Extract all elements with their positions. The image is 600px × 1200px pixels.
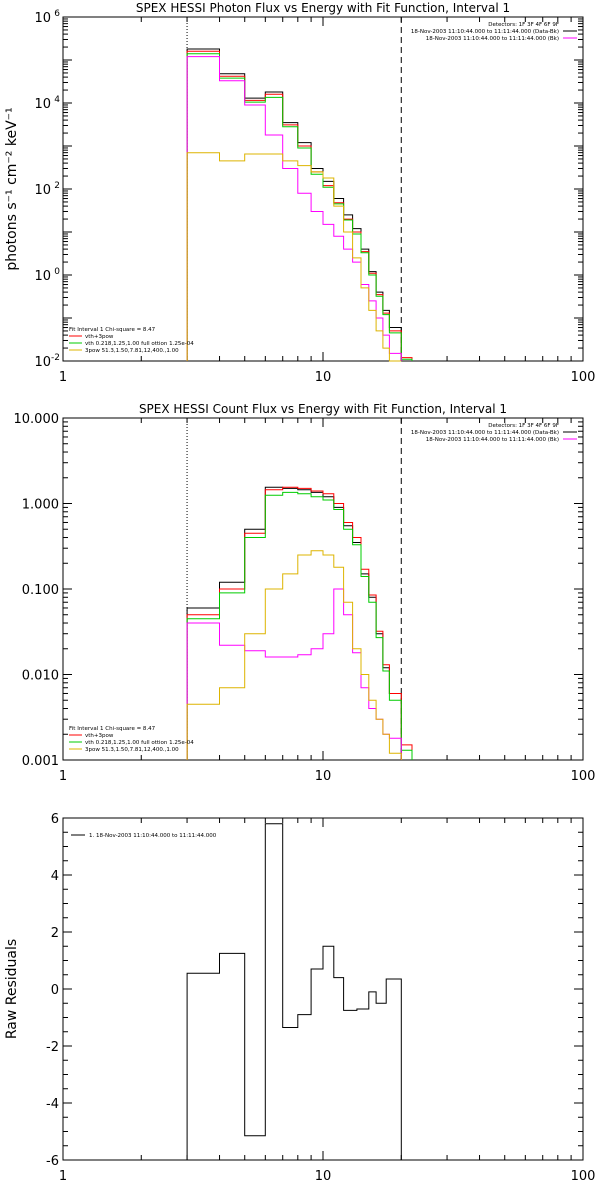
y-tick-exponent: 2 bbox=[54, 181, 60, 191]
y-tick-exponent: 6 bbox=[54, 9, 60, 19]
series-1-line bbox=[186, 823, 402, 1160]
x-tick-label: 1 bbox=[59, 769, 67, 784]
y-axis-label: photons s⁻¹ cm⁻² keV⁻¹ bbox=[4, 107, 20, 270]
legend-bottom-entry: 3pow 51.3,1.50,7.81,12,400.,1.00 bbox=[85, 747, 179, 753]
series-2-line bbox=[186, 486, 413, 760]
y-tick-label: 0.010 bbox=[22, 669, 59, 684]
legend-top-entry: 18-Nov-2003 11:10:44.000 to 11:11:44.000… bbox=[426, 437, 559, 443]
y-tick-label: 6 bbox=[51, 812, 59, 827]
x-tick-label: 100 bbox=[571, 370, 596, 385]
y-tick-label: 10 bbox=[34, 183, 51, 198]
series-1-line bbox=[186, 48, 402, 361]
chart-title: SPEX HESSI Count Flux vs Energy with Fit… bbox=[139, 402, 507, 416]
x-tick-label: 10 bbox=[315, 769, 332, 784]
series-5-line bbox=[186, 550, 402, 760]
x-tick-label: 1 bbox=[59, 370, 67, 385]
y-tick-exponent: -2 bbox=[51, 353, 60, 363]
legend-top-entry: 18-Nov-2003 11:10:44.000 to 11:11:44.000… bbox=[426, 36, 559, 42]
panel-2: 1 10 100 0.001 0.010 0.100 1.000 10.000 SPEX HES… bbox=[14, 402, 596, 784]
plot-frame bbox=[62, 417, 584, 761]
y-tick-label: 10 bbox=[34, 97, 51, 112]
series-4-line bbox=[186, 56, 402, 361]
legend-bottom-entry: vth 0.218,1.25,1.00 full ottion 1.25e-04 bbox=[85, 341, 194, 347]
legend-top-entry: 18-Nov-2003 11:10:44.000 to 11:11:44.000… bbox=[411, 430, 559, 436]
series-3-line bbox=[186, 491, 413, 760]
y-tick-label: 0.100 bbox=[22, 583, 59, 598]
y-axis-label: Raw Residuals bbox=[4, 939, 20, 1039]
legend-bottom-entry: vth 0.218,1.25,1.00 full ottion 1.25e-04 bbox=[85, 740, 194, 746]
x-tick-label: 10 bbox=[315, 370, 332, 385]
plot-frame bbox=[62, 16, 584, 362]
series-5-line bbox=[186, 152, 402, 362]
y-tick-label: 0 bbox=[51, 983, 59, 998]
y-tick-label: -4 bbox=[46, 1097, 59, 1112]
y-tick-label: 10.000 bbox=[14, 412, 60, 427]
y-tick-label: 10 bbox=[34, 11, 51, 26]
y-tick-label: 2 bbox=[51, 926, 59, 941]
x-tick-label: 1 bbox=[59, 1169, 67, 1184]
legend-bottom-entry: Fit Interval 1 Chi-square = 8.47 bbox=[69, 726, 156, 732]
plot-frame bbox=[62, 817, 584, 1161]
y-tick-label: -6 bbox=[46, 1154, 59, 1169]
series-3-line bbox=[186, 53, 413, 361]
x-tick-label: 10 bbox=[315, 1169, 332, 1184]
y-tick-label: 1.000 bbox=[22, 498, 59, 513]
panel-3: 1 10 100 -6 -4 -2 0 2 4 6 Raw Residuals 1. 18-Nov-2… bbox=[4, 812, 595, 1184]
legend-bottom-entry: vth+3pow bbox=[85, 733, 114, 739]
y-tick-label: 4 bbox=[51, 869, 59, 884]
series-2-line bbox=[186, 50, 413, 361]
legend-bottom-entry: vth+3pow bbox=[85, 334, 114, 340]
x-tick-label: 100 bbox=[571, 1169, 596, 1184]
y-tick-label: 10 bbox=[34, 269, 51, 284]
legend-top-entry: 18-Nov-2003 11:10:44.000 to 11:11:44.000… bbox=[411, 29, 559, 35]
x-tick-label: 100 bbox=[571, 769, 596, 784]
legend-bottom-entry: Fit Interval 1 Chi-square = 8.47 bbox=[69, 327, 156, 333]
legend-top-entry: Detectors: 1F 3F 4F 6F 9F bbox=[488, 22, 559, 28]
legend-top-entry: 1. 18-Nov-2003 11:10:44.000 to 11:11:44.… bbox=[89, 833, 217, 839]
y-tick-label: 10 bbox=[34, 355, 51, 370]
y-tick-exponent: 0 bbox=[54, 267, 60, 277]
legend-top-entry: Detectors: 1F 3F 4F 6F 9F bbox=[488, 423, 559, 429]
y-tick-label: 0.001 bbox=[22, 754, 59, 769]
legend-bottom-entry: 3pow 51.3,1.50,7.81,12,400.,1.00 bbox=[85, 348, 179, 354]
chart-title: SPEX HESSI Photon Flux vs Energy with Fi… bbox=[136, 1, 510, 15]
y-tick-label: -2 bbox=[46, 1040, 59, 1055]
y-tick-exponent: 4 bbox=[54, 95, 60, 105]
